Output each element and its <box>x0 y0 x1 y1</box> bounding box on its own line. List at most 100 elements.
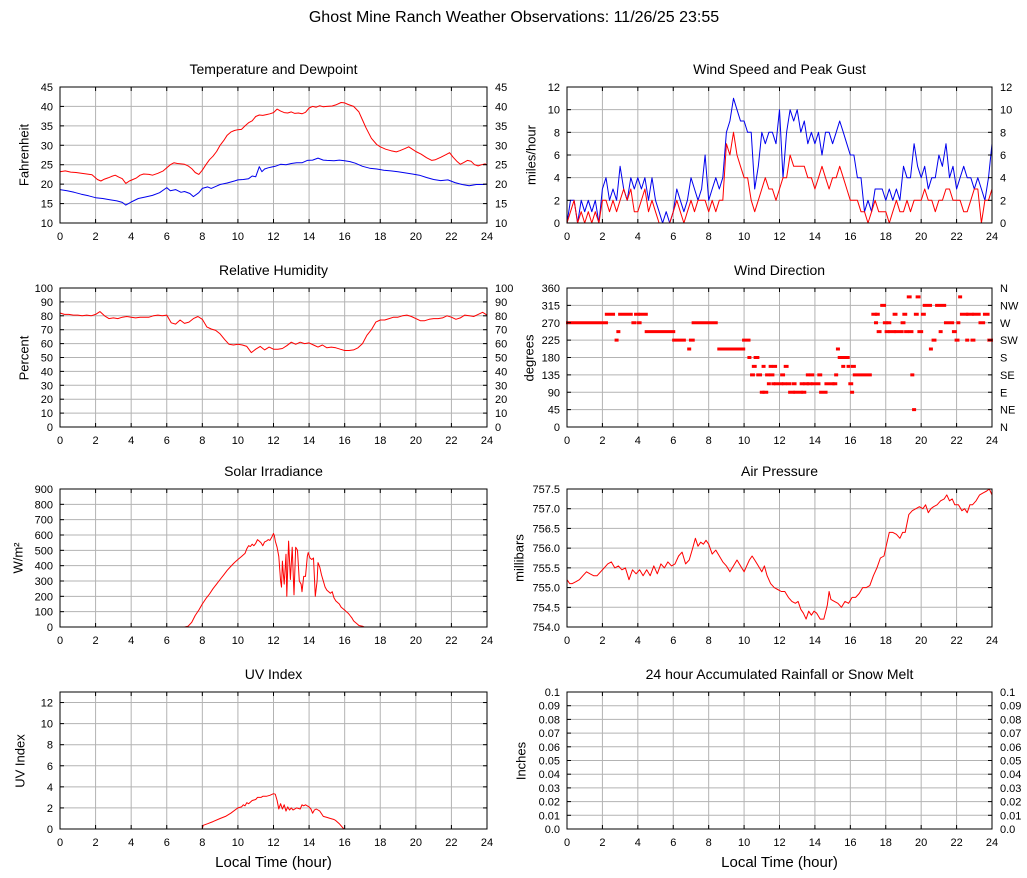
plot-area: 0 2 4 6 8 10 12 14 16 18 20 22 240459013518022527031… <box>542 283 1019 447</box>
x-tick-label: 8 <box>199 435 205 447</box>
x-tick-label: 2 <box>599 435 605 447</box>
x-tick-label: 16 <box>844 231 856 243</box>
wind-direction-marker <box>824 382 835 386</box>
y-tick-label: 35 <box>41 121 53 133</box>
y-tick-label: 0.04 <box>539 769 560 781</box>
wind-direction-marker <box>688 338 695 342</box>
x-tick-label: 16 <box>339 231 351 243</box>
y-tick-label-right: S <box>1000 353 1007 365</box>
wind-direction-marker <box>880 303 886 307</box>
x-tick-label: 4 <box>128 837 134 849</box>
plot-area: 0 2 4 6 8 10 12 14 16 18 20 22 240102030405060708090… <box>35 283 514 447</box>
x-tick-label: 4 <box>635 635 641 647</box>
wind-direction-marker <box>915 295 921 299</box>
x-tick-label: 24 <box>481 837 493 849</box>
y-tick-label-right: 0.03 <box>1000 783 1021 795</box>
chart-title: Wind Direction <box>733 262 826 278</box>
y-tick-label: 500 <box>35 545 53 557</box>
y-tick-label: 0.01 <box>539 810 560 822</box>
x-tick-label: 22 <box>950 435 962 447</box>
x-tick-label: 6 <box>670 837 676 849</box>
wind-direction-marker <box>634 312 640 316</box>
y-tick-label: 2 <box>47 803 53 815</box>
y-tick-label: 300 <box>35 576 53 588</box>
y-tick-label-right: 0.06 <box>1000 742 1021 754</box>
x-tick-label: 14 <box>303 231 315 243</box>
wind-direction-marker <box>928 347 933 351</box>
y-tick-label: 0.03 <box>539 783 560 795</box>
x-tick-label: 8 <box>706 231 712 243</box>
x-tick-label: 0 <box>57 635 63 647</box>
y-tick-label: 754.5 <box>532 602 560 614</box>
chart-solar-irradiance: Solar Irradiance W/m² 0 2 4 6 8 10 12 14 16 18 20 2… <box>0 459 547 683</box>
wind-direction-marker <box>959 312 969 316</box>
wind-direction-marker <box>751 364 757 368</box>
uv-index-line <box>60 793 487 830</box>
wind-direction-marker <box>876 330 882 334</box>
x-tick-label: 0 <box>57 231 63 243</box>
y-tick-label: 600 <box>35 530 53 542</box>
x-tick-label: 4 <box>635 837 641 849</box>
x-tick-label: 22 <box>445 635 457 647</box>
x-tick-label: 24 <box>986 435 998 447</box>
wind-direction-marker <box>886 321 892 325</box>
wind-direction-marker <box>846 364 851 368</box>
x-axis-label: Local Time (hour) <box>215 854 332 871</box>
wind-direction-marker <box>616 330 621 334</box>
y-tick-label-right: N <box>1000 283 1008 295</box>
x-tick-label: 20 <box>915 435 927 447</box>
y-tick-label-right: 10 <box>495 218 507 230</box>
wind-direction-marker <box>811 382 821 386</box>
wind-direction-marker <box>888 330 896 334</box>
wind-direction-marker <box>614 338 619 342</box>
y-tick-label: 756.5 <box>532 523 560 535</box>
x-tick-label: 4 <box>635 435 641 447</box>
chart-wind-direction: Wind Direction degrees 0 2 4 6 8 10 12 14 16 18 20… <box>507 258 1027 483</box>
wind-direction-marker <box>631 321 637 325</box>
wind-direction-marker <box>769 373 775 377</box>
wind-direction-marker <box>835 347 840 351</box>
wind-direction-marker <box>618 312 633 316</box>
wind-direction-marker <box>672 338 686 342</box>
y-tick-label-right: 6 <box>1000 150 1006 162</box>
plot-area: 0 2 4 6 8 10 12 14 16 18 20 22 240100200300400500600… <box>35 484 493 647</box>
x-tick-label: 18 <box>374 837 386 849</box>
y-tick-label-right: NE <box>1000 405 1015 417</box>
page-title: Ghost Mine Ranch Weather Observations: 1… <box>308 9 720 26</box>
series-group <box>59 102 488 206</box>
y-tick-label-right: 0.08 <box>1000 714 1021 726</box>
y-tick-label: 800 <box>35 499 53 511</box>
x-tick-label: 18 <box>374 231 386 243</box>
y-tick-label: 0.02 <box>539 797 560 809</box>
wind-direction-marker <box>904 330 909 334</box>
wind-direction-marker <box>894 330 904 334</box>
x-tick-label: 0 <box>564 837 570 849</box>
wind-direction-marker <box>803 382 809 386</box>
wind-direction-marker <box>691 321 718 325</box>
wind-direction-marker <box>906 295 912 299</box>
wind-direction-marker <box>982 312 990 316</box>
wind-direction-marker <box>817 373 823 377</box>
wind-direction-marker <box>768 364 773 368</box>
y-tick-label-right: 10 <box>495 408 507 420</box>
y-tick-label-right: 4 <box>1000 173 1006 185</box>
y-tick-label-right: NW <box>1000 300 1019 312</box>
chart-title: Relative Humidity <box>219 262 328 278</box>
wind-direction-marker <box>910 373 915 377</box>
y-tick-label: 900 <box>35 484 53 496</box>
series-group <box>59 311 488 354</box>
wind-direction-marker <box>852 373 872 377</box>
x-tick-label: 10 <box>232 837 244 849</box>
wind-direction-marker <box>781 382 787 386</box>
plot-area: 0 2 4 6 8 10 12 14 16 18 20 22 240.00.010.020.030.04… <box>539 687 1022 849</box>
wind-direction-marker <box>766 382 771 386</box>
x-tick-label: 14 <box>303 435 315 447</box>
x-tick-label: 14 <box>809 837 821 849</box>
wind-direction-marker <box>900 321 906 325</box>
y-tick-label: 50 <box>41 353 53 365</box>
x-tick-label: 4 <box>128 635 134 647</box>
wind-direction-marker <box>917 330 924 334</box>
y-tick-label: 10 <box>41 408 53 420</box>
